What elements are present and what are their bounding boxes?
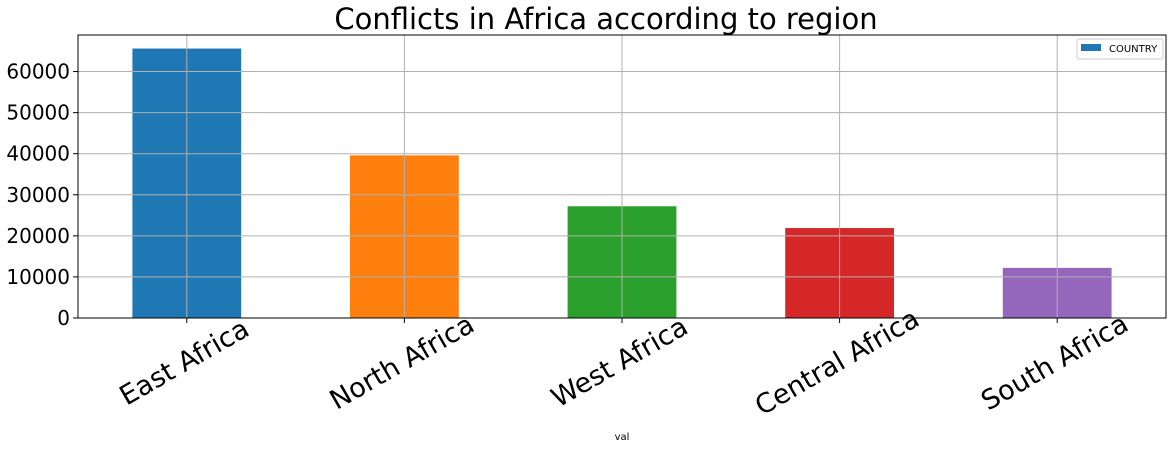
legend-swatch	[1081, 44, 1101, 51]
y-tick-label: 10000	[6, 265, 70, 289]
x-axis: East Africa North Africa West Africa Centra…	[115, 303, 1134, 422]
y-tick-label: 50000	[6, 101, 70, 125]
x-tick-label: North Africa	[325, 309, 480, 416]
x-tick-label: South Africa	[976, 308, 1134, 417]
y-tick-label: 60000	[6, 60, 70, 84]
y-axis: 0 10000 20000 30000 40000 50000 60000	[6, 60, 78, 330]
legend-label: COUNTRY	[1109, 44, 1158, 55]
x-axis-label: val	[615, 432, 630, 443]
grid	[78, 35, 1166, 319]
y-tick-label: 0	[57, 306, 70, 330]
y-tick-label: 40000	[6, 142, 70, 166]
y-tick-label: 30000	[6, 183, 70, 207]
chart-title: Conflicts in Africa according to region	[334, 2, 877, 36]
legend: COUNTRY	[1076, 38, 1164, 60]
y-tick-label: 20000	[6, 224, 70, 248]
x-tick-label: Central Africa	[750, 303, 925, 422]
x-tick-label: West Africa	[546, 311, 693, 414]
x-tick-label: East Africa	[115, 313, 255, 412]
